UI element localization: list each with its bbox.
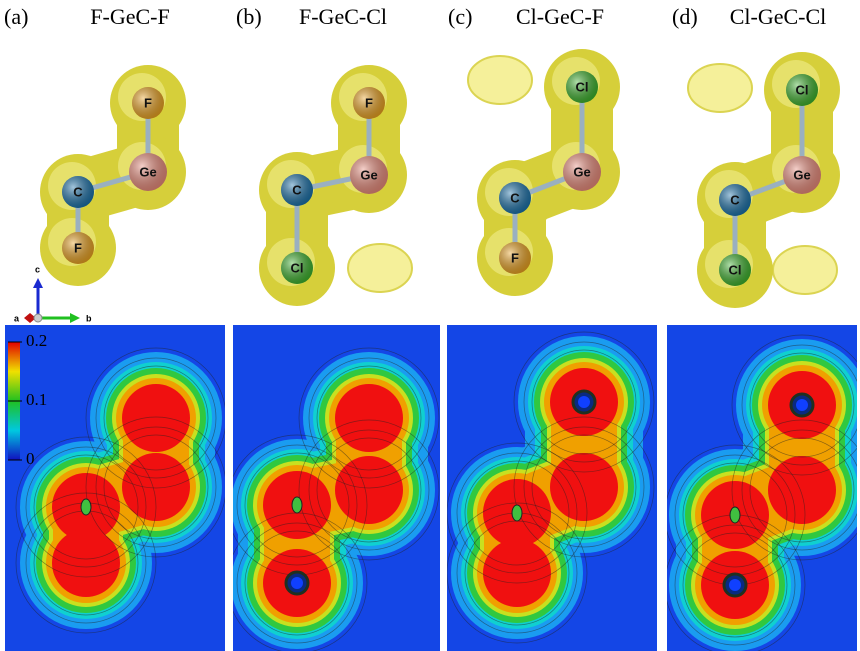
core: [512, 505, 522, 521]
iso-blob: [348, 244, 412, 292]
atom-label: Cl: [291, 260, 304, 275]
panel-label: (a): [4, 4, 28, 29]
contour-fill: [335, 384, 403, 452]
core: [796, 399, 808, 411]
atom-label: Ge: [360, 167, 377, 182]
atom-label: C: [510, 190, 520, 205]
panel-title: F-GeC-Cl: [299, 4, 387, 29]
isosurface: F Ge C Cl: [259, 65, 412, 306]
core: [291, 577, 303, 589]
core: [292, 497, 302, 513]
figure: (a) F-GeC-F F Ge C F (b) F-GeC-Cl F Ge C Cl (c) Cl-Ge…: [0, 0, 860, 651]
contour-fill: [550, 453, 618, 521]
atom-label: C: [73, 184, 83, 199]
arrow-b: [70, 313, 80, 323]
atom-label: C: [730, 192, 740, 207]
contour-map: [5, 325, 226, 651]
isosurface: Cl Ge C F: [468, 49, 620, 296]
contour-map: [665, 325, 860, 651]
colorbar-tick-label: 0.1: [26, 390, 47, 409]
core: [729, 579, 741, 591]
origin: [34, 314, 42, 322]
colorbar-tick-label: 0.2: [26, 331, 47, 350]
colorbar-tick-label: 0: [26, 449, 35, 468]
iso-blob: [468, 56, 532, 104]
atom-label: Ge: [139, 164, 156, 179]
atom-label: C: [292, 182, 302, 197]
contour-fill: [768, 456, 836, 524]
atom-label: Ge: [793, 167, 810, 182]
axis-label: a: [14, 313, 20, 323]
panel-label: (b): [236, 4, 262, 29]
contour-map: [227, 325, 440, 651]
core: [81, 499, 91, 515]
panel-title: F-GeC-F: [90, 4, 169, 29]
core: [578, 396, 590, 408]
contour-fill: [335, 456, 403, 524]
arrow-c: [33, 278, 43, 288]
contour-map: [447, 325, 657, 651]
core: [730, 507, 740, 523]
panel-title: Cl-GeC-Cl: [730, 4, 827, 29]
atom-label: Ge: [573, 164, 590, 179]
panel-title: Cl-GeC-F: [516, 4, 604, 29]
axis-label: c: [35, 264, 40, 274]
atom-label: F: [365, 95, 373, 110]
axis-label: b: [86, 313, 92, 323]
atom-label: F: [74, 240, 82, 255]
atom-label: Cl: [729, 262, 742, 277]
isosurface: F Ge C F: [40, 65, 186, 286]
isosurface: Cl Ge C Cl: [688, 52, 840, 308]
atom-label: F: [511, 250, 519, 265]
panel-label: (c): [448, 4, 472, 29]
panel-label: (d): [672, 4, 698, 29]
atom-label: Cl: [796, 82, 809, 97]
atom-label: F: [144, 95, 152, 110]
iso-blob: [688, 64, 752, 112]
iso-blob: [773, 246, 837, 294]
contour-fill: [122, 384, 190, 452]
atom-label: Cl: [576, 79, 589, 94]
